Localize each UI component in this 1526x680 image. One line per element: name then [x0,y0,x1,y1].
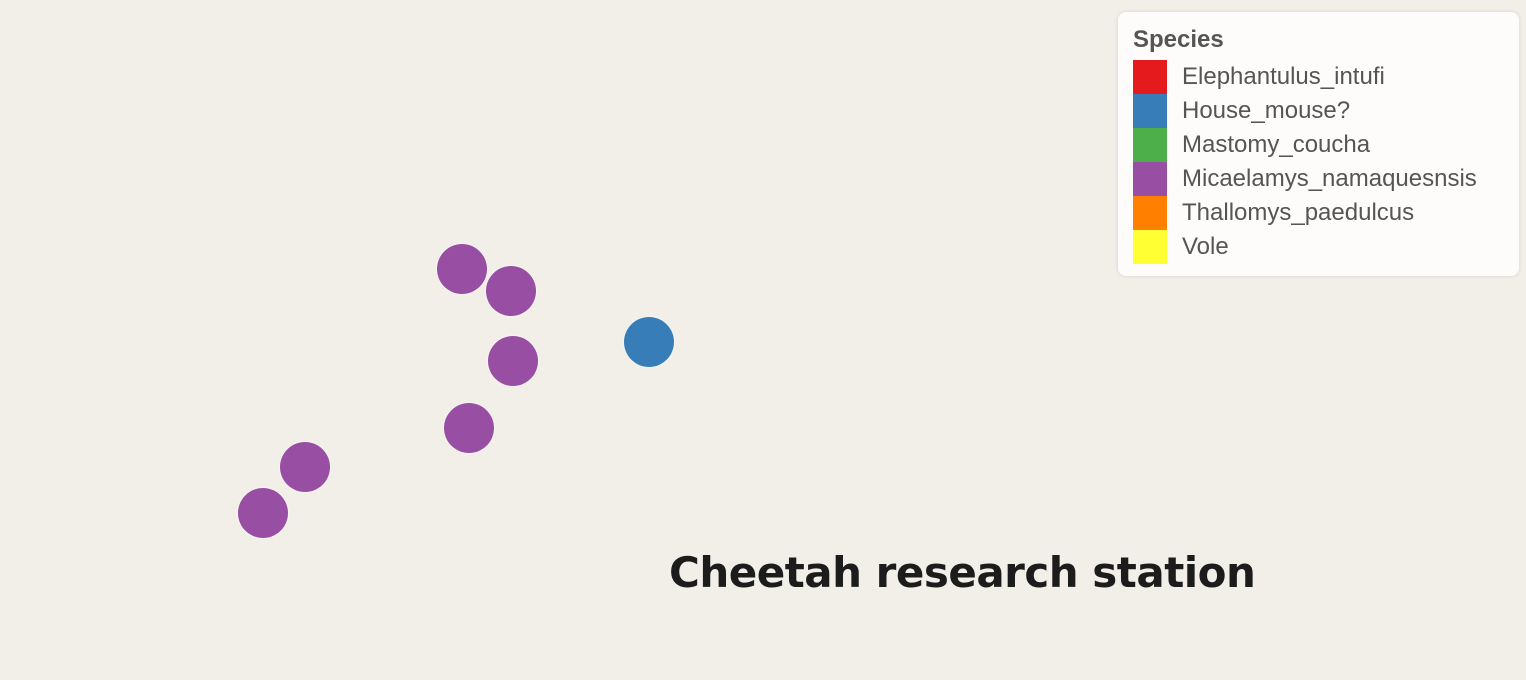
legend-label: Thallomys_paedulcus [1182,199,1415,226]
legend-swatch [1133,60,1167,94]
legend-item: Mastomy_coucha [1133,128,1504,162]
legend-label: Vole [1182,233,1229,260]
legend-item: Thallomys_paedulcus [1133,196,1504,230]
legend-item: Micaelamys_namaquesnsis [1133,162,1504,196]
legend-label: Micaelamys_namaquesnsis [1182,165,1477,192]
species-legend: Species Elephantulus_intufi House_mouse?… [1118,12,1519,276]
legend-swatch [1133,128,1167,162]
legend-swatch [1133,162,1167,196]
legend-swatch [1133,230,1167,264]
legend-label: House_mouse? [1182,97,1351,124]
legend-item: Elephantulus_intufi [1133,60,1504,94]
observation-marker[interactable] [238,488,288,538]
legend-label: Mastomy_coucha [1182,131,1371,158]
observation-marker[interactable] [488,336,538,386]
place-label: Cheetah research station [669,548,1256,597]
legend-title: Species [1133,26,1224,53]
observation-marker[interactable] [280,442,330,492]
legend-item: Vole [1133,230,1504,264]
observation-marker[interactable] [444,403,494,453]
observation-marker[interactable] [624,317,674,367]
observation-marker[interactable] [486,266,536,316]
legend-item: House_mouse? [1133,94,1504,128]
legend-label: Elephantulus_intufi [1182,63,1385,90]
legend-swatch [1133,94,1167,128]
observation-marker[interactable] [437,244,487,294]
legend-swatch [1133,196,1167,230]
